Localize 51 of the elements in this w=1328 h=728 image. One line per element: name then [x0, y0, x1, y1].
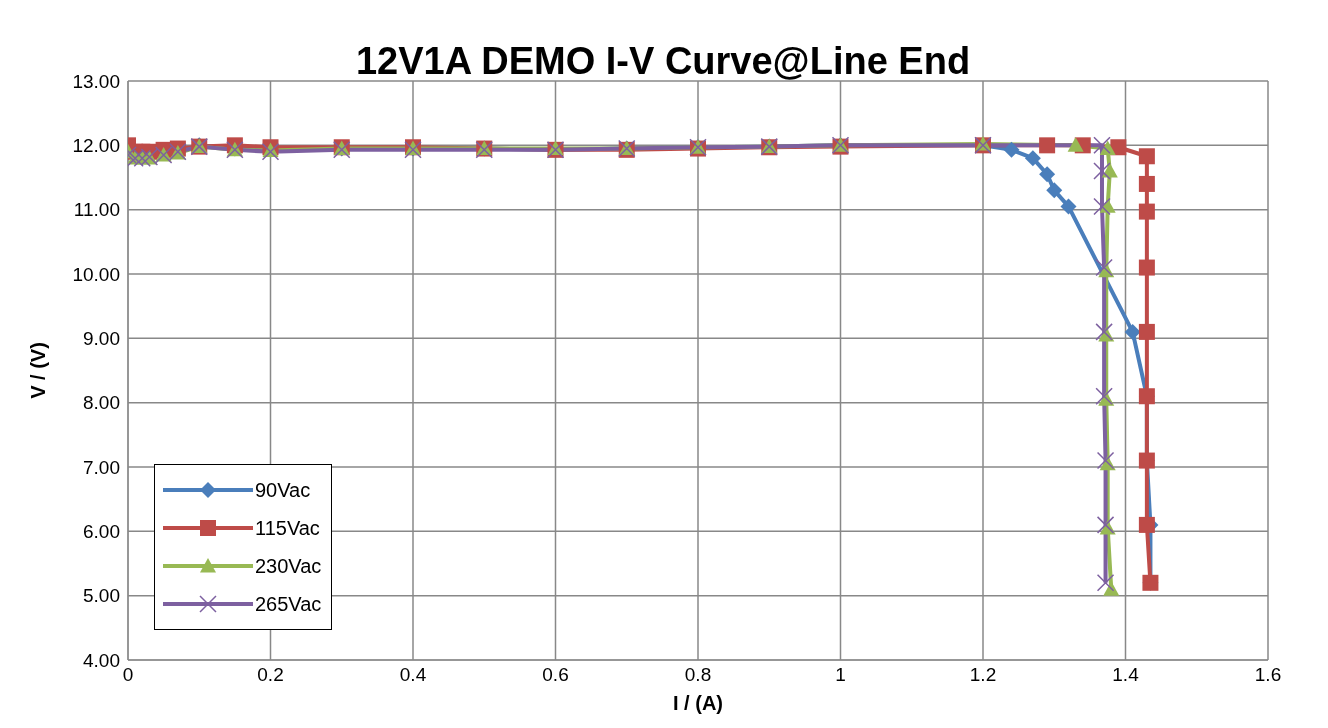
- y-axis-title: V / (V): [27, 342, 50, 399]
- point: [1103, 581, 1120, 596]
- x-axis-title: I / (A): [673, 692, 723, 714]
- point: [1095, 323, 1113, 341]
- y-tick-label: 5.00: [83, 585, 120, 607]
- x-tick-label: 1.4: [1112, 664, 1140, 686]
- point: [1138, 516, 1155, 533]
- y-tick-label: 11.00: [73, 199, 120, 221]
- point: [1039, 166, 1056, 183]
- x-tick-label: 0.2: [257, 664, 284, 686]
- x-tick-label: 0: [122, 664, 134, 686]
- chart-title: 12V1A DEMO I-V Curve@Line End: [355, 40, 971, 82]
- point: [1093, 197, 1111, 216]
- point: [1138, 259, 1155, 276]
- y-tick-label: 8.00: [83, 392, 120, 414]
- point: [1096, 574, 1115, 592]
- point: [1124, 323, 1141, 340]
- legend-label: 265Vac: [255, 592, 322, 616]
- y-tick-label: 9.00: [83, 328, 120, 350]
- point: [1138, 203, 1155, 220]
- point: [1003, 141, 1020, 158]
- y-tick-label: 6.00: [83, 521, 120, 543]
- point: [1093, 136, 1111, 155]
- x-tick-label: 0.4: [399, 664, 427, 686]
- x-tick-label: 1: [835, 664, 846, 686]
- y-tick-label: 10.00: [72, 263, 120, 285]
- y-tick-label: 12.00: [72, 135, 120, 157]
- x-tick-label: 0.8: [684, 664, 712, 686]
- legend-label: 90Vac: [255, 478, 311, 502]
- point: [1096, 516, 1115, 534]
- point: [1095, 387, 1113, 405]
- legend-label: 115Vac: [255, 516, 320, 540]
- x-tick-label: 1.2: [969, 664, 997, 686]
- point: [1039, 137, 1056, 154]
- point: [1138, 323, 1155, 340]
- point: [1046, 182, 1063, 199]
- legend-label: 230Vac: [255, 554, 322, 578]
- point: [1060, 198, 1077, 215]
- point: [1095, 258, 1113, 277]
- x-tick-label: 0.6: [542, 664, 569, 686]
- y-tick-label: 7.00: [83, 456, 120, 478]
- point: [1067, 137, 1084, 152]
- point: [1096, 451, 1115, 470]
- point: [1093, 162, 1111, 180]
- y-tick-label: 13.00: [72, 70, 120, 92]
- point: [1099, 140, 1116, 155]
- point: [1138, 148, 1155, 165]
- point: [1138, 175, 1155, 192]
- x-tick-label: 1.6: [1254, 664, 1282, 686]
- point: [1024, 150, 1041, 167]
- y-tick-label: 4.00: [83, 649, 120, 671]
